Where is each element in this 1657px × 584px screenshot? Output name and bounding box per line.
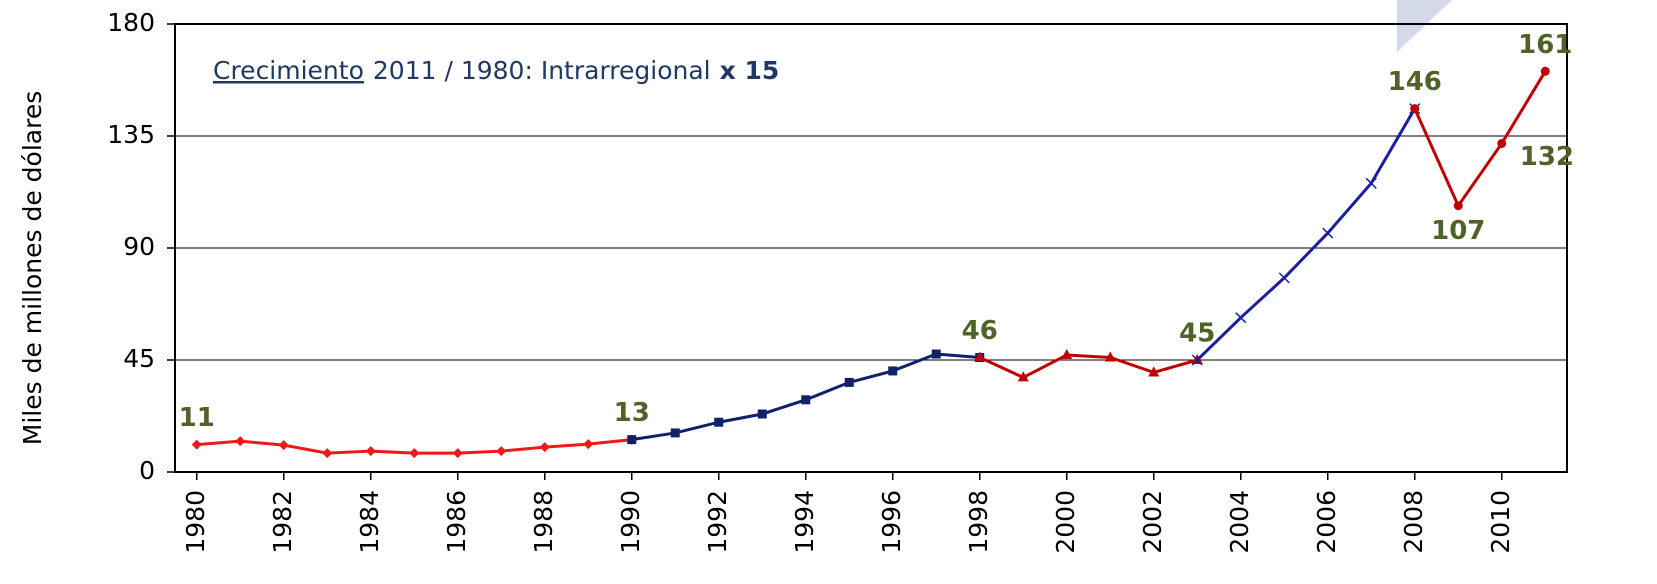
point [714, 417, 724, 427]
y-tick-label: 45 [123, 344, 155, 373]
data-label: 11 [179, 403, 215, 433]
point [1410, 104, 1420, 114]
x-tick-label: 2002 [1138, 490, 1167, 554]
point [1540, 66, 1550, 76]
point [452, 448, 463, 459]
point [931, 349, 941, 359]
point [1235, 312, 1247, 324]
x-tick-label: 1982 [268, 490, 297, 554]
data-label: 13 [614, 398, 650, 428]
x-tick-label: 1986 [442, 490, 471, 554]
y-tick-label: 135 [107, 120, 155, 149]
x-tick-label: 2006 [1312, 490, 1341, 554]
annotation-part: 2011 / 1980: Intrarregional [373, 56, 711, 85]
point [322, 448, 333, 459]
y-tick-label: 90 [123, 232, 155, 261]
point [627, 435, 637, 445]
decoration [1397, 0, 1452, 52]
point [278, 440, 289, 451]
point [365, 446, 376, 457]
annotation: Crecimiento 2011 / 1980: Intrarregional x … [213, 56, 779, 85]
plot-frame [174, 23, 1568, 473]
data-label: 161 [1518, 30, 1572, 60]
point [409, 448, 420, 459]
point [1191, 354, 1203, 366]
x-tick-label: 1992 [703, 490, 732, 554]
point [670, 428, 680, 438]
point [235, 436, 246, 447]
x-tick-label: 2010 [1486, 490, 1515, 554]
point [1017, 371, 1029, 382]
point [496, 446, 507, 457]
annotation-part: Crecimiento [213, 56, 364, 85]
data-label: 146 [1388, 67, 1442, 97]
x-tick-label: 1990 [616, 490, 645, 554]
data-label: 46 [962, 316, 998, 346]
point [801, 395, 811, 405]
point [1061, 349, 1073, 360]
x-tick-label: 1984 [355, 490, 384, 554]
y-tick-label: 180 [107, 8, 155, 37]
point [583, 439, 594, 450]
x-tick-label: 2008 [1399, 490, 1428, 554]
y-axis-label: Miles de millones de dólares [18, 91, 47, 445]
x-tick-label: 1998 [964, 490, 993, 554]
x-tick-label: 1988 [529, 490, 558, 554]
x-tick-label: 1996 [877, 490, 906, 554]
point [1104, 351, 1116, 362]
data-label: 107 [1431, 216, 1485, 246]
point [539, 442, 550, 453]
point [1322, 227, 1334, 239]
point [1497, 138, 1507, 148]
point [1453, 201, 1463, 211]
point [974, 351, 986, 362]
data-label: 45 [1179, 319, 1215, 349]
x-tick-label: 2004 [1225, 490, 1254, 554]
point [888, 366, 898, 376]
point [1148, 366, 1160, 377]
point [844, 377, 854, 387]
x-tick-label: 1994 [790, 490, 819, 554]
point [1278, 272, 1290, 284]
series-line [979, 353, 1198, 380]
point [191, 439, 202, 450]
x-tick-label: 1980 [181, 490, 210, 554]
data-label: 132 [1520, 142, 1574, 172]
y-tick-label: 0 [139, 456, 155, 485]
point [1365, 177, 1377, 189]
annotation-part: x 15 [720, 56, 780, 85]
series-line [1413, 70, 1547, 209]
point [757, 409, 767, 419]
x-tick-label: 2000 [1051, 490, 1080, 554]
series-line [1196, 107, 1417, 362]
